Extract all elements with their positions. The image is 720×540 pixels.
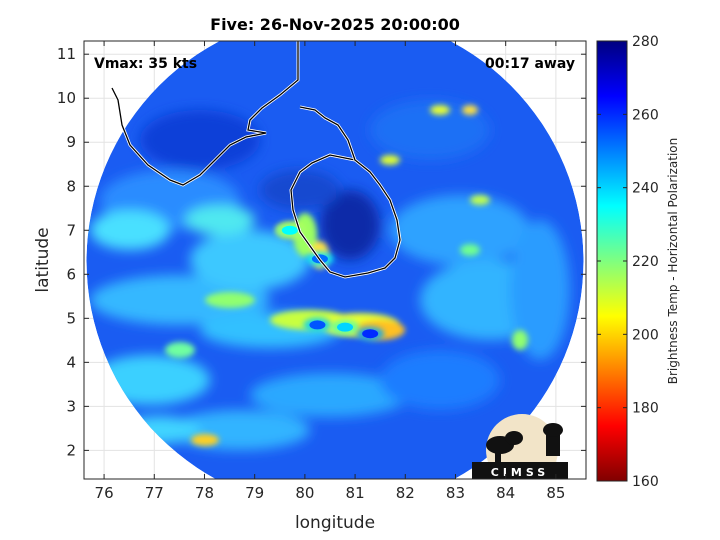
- y-tick-label: 6: [66, 265, 76, 283]
- y-tick-label: 7: [66, 221, 76, 239]
- cold-core-2: [309, 320, 326, 330]
- colorbar: [596, 40, 628, 482]
- axes-box: [83, 40, 587, 480]
- y-tick-label: 5: [66, 309, 76, 327]
- colorbar-tick-label: 200: [632, 327, 659, 343]
- x-tick-label: 79: [245, 484, 264, 502]
- coastline-sri-lanka-inner: [290, 154, 401, 278]
- x-axis: 76 77 78 79 80 81 82 83 84 85: [95, 41, 565, 502]
- colorbar-label: Brightness Temp - Horizontal Polarizatio…: [666, 138, 680, 385]
- x-tick-label: 77: [145, 484, 164, 502]
- y-axis: 2 3 4 5 6 7 8 9 10 11: [57, 45, 586, 459]
- x-tick-label: 82: [396, 484, 415, 502]
- x-tick-label: 81: [346, 484, 365, 502]
- coastline-india-inner: [111, 41, 299, 186]
- cimss-logo-text: CIMSS: [491, 466, 549, 479]
- cimss-logo: CIMSS: [472, 414, 568, 479]
- colorbar-tick-label: 220: [632, 254, 659, 270]
- y-tick-label: 3: [66, 397, 76, 415]
- chart-title: Five: 26-Nov-2025 20:00:00: [210, 15, 460, 34]
- x-tick-label: 78: [195, 484, 214, 502]
- x-tick-label: 83: [446, 484, 465, 502]
- coastline-mannar-inner: [299, 106, 356, 161]
- y-tick-label: 11: [57, 45, 76, 63]
- vmax-annotation: Vmax: 35 kts: [94, 56, 197, 72]
- y-tick-label: 9: [66, 133, 76, 151]
- band-west: [281, 225, 298, 235]
- x-tick-label: 76: [95, 484, 114, 502]
- y-tick-label: 4: [66, 353, 76, 371]
- y-tick-label: 8: [66, 177, 76, 195]
- colorbar-tick-label: 260: [632, 107, 659, 123]
- swath-texture: [90, 100, 570, 450]
- band-south: [337, 322, 354, 332]
- swath-image: [86, 41, 584, 479]
- cold-core-1: [362, 329, 379, 339]
- y-tick-label: 10: [57, 89, 76, 107]
- colorbar-tick-label: 180: [632, 401, 659, 417]
- y-tick-label: 2: [66, 441, 76, 459]
- colorbar-tick-label: 240: [632, 181, 659, 197]
- coastline: [110, 41, 402, 279]
- time-away-annotation: 00:17 away: [485, 56, 575, 72]
- x-axis-label: longitude: [295, 513, 375, 533]
- x-tick-label: 84: [496, 484, 515, 502]
- colorbar-tick-label: 160: [632, 474, 659, 490]
- y-axis-label: latitude: [33, 227, 53, 292]
- colorbar-ticks: 160 180 200 220 240 260 280: [597, 34, 659, 490]
- x-tick-label: 85: [546, 484, 565, 502]
- colorbar-tick-label: 280: [632, 34, 659, 50]
- x-tick-label: 80: [295, 484, 314, 502]
